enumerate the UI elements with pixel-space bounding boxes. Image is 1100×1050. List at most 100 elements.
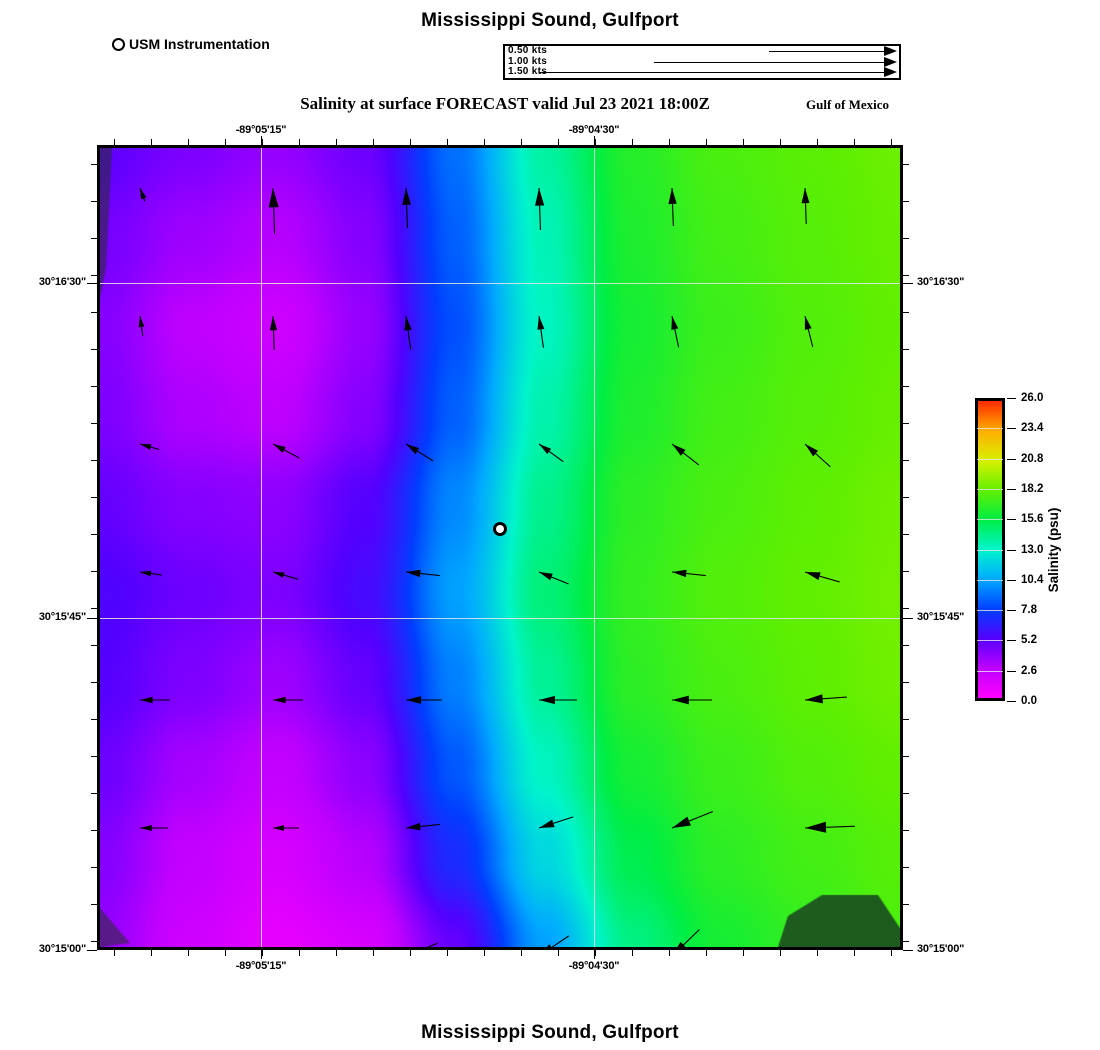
page-title-bottom: Mississippi Sound, Gulfport (421, 1022, 679, 1043)
vector-key-shaft-0 (769, 51, 884, 52)
axis-tick-bottom (891, 950, 892, 956)
vector-arrowhead-icon (805, 444, 819, 457)
axis-tick-bottom (299, 950, 300, 956)
axis-tick-left (91, 756, 97, 757)
current-vector (140, 824, 168, 832)
axis-label-top-0: -89°05'15" (235, 124, 287, 136)
axis-tick-left (91, 830, 97, 831)
current-vector-field (138, 187, 855, 947)
vector-arrowhead-icon (801, 188, 810, 204)
axis-tick-right (903, 682, 909, 683)
axis-tick-bottom (706, 950, 707, 956)
current-vector (402, 187, 411, 228)
vector-arrowhead-icon (273, 572, 285, 578)
axis-major-tick-top (261, 136, 262, 145)
axis-major-tick-right (903, 618, 913, 619)
axis-tick-top (484, 139, 485, 145)
axis-tick-left (91, 904, 97, 905)
axis-tick-right (903, 386, 909, 387)
current-vector (672, 695, 712, 705)
axis-label-right-2: 30°15'00" (917, 943, 965, 955)
axis-tick-right (903, 238, 909, 239)
vector-arrowhead-icon (406, 569, 421, 578)
axis-tick-bottom (447, 950, 448, 956)
current-vector (671, 811, 714, 829)
vector-arrowhead-icon (402, 188, 411, 205)
current-vector (804, 821, 855, 833)
axis-tick-left (91, 349, 97, 350)
vector-arrowhead-icon (273, 444, 286, 453)
colorbar-label-7: 7.8 (1021, 604, 1037, 617)
colorbar-inner-tick-5 (977, 549, 1003, 551)
salinity-map[interactable] (97, 145, 903, 950)
current-vector (538, 571, 569, 585)
current-vector (538, 443, 564, 463)
colorbar-label-9: 2.6 (1021, 664, 1037, 677)
axis-major-tick-top (594, 136, 595, 145)
axis-tick-right (903, 423, 909, 424)
axis-tick-left (91, 460, 97, 461)
axis-tick-right (903, 941, 909, 942)
current-vector (139, 187, 147, 202)
usm-instrumentation-legend: USM Instrumentation (112, 37, 270, 51)
axis-tick-right (903, 201, 909, 202)
vector-arrowhead-icon (539, 444, 552, 455)
salinity-field-canvas (100, 148, 900, 947)
vector-key-row: 0.50 kts (505, 45, 899, 57)
vector-arrowhead-icon (140, 824, 152, 832)
colorbar-tick-2 (1007, 458, 1016, 460)
axis-label-bottom-1: -89°04'30" (568, 960, 620, 972)
axis-tick-bottom (595, 950, 596, 956)
axis-tick-bottom (225, 950, 226, 956)
colorbar-tick-9 (1007, 670, 1016, 672)
axis-tick-top (521, 139, 522, 145)
axis-tick-bottom (632, 950, 633, 956)
colorbar-label-4: 15.6 (1021, 513, 1044, 526)
colorbar-label-6: 10.4 (1021, 573, 1044, 586)
axis-tick-left (91, 386, 97, 387)
axis-tick-bottom (521, 950, 522, 956)
colorbar-inner-tick-3 (977, 488, 1003, 490)
colorbar-label-2: 20.8 (1021, 452, 1044, 465)
colorbar-label-5: 13.0 (1021, 543, 1044, 556)
axis-tick-top (151, 139, 152, 145)
axis-label-left-1: 30°15'45" (38, 611, 86, 623)
axis-tick-left (91, 534, 97, 535)
colorbar-label-10: 0.0 (1021, 695, 1037, 707)
colorbar-label-8: 5.2 (1021, 634, 1037, 647)
axis-tick-top (373, 139, 374, 145)
axis-tick-right (903, 460, 909, 461)
vector-arrowhead-icon (672, 695, 689, 705)
axis-tick-left (91, 312, 97, 313)
axis-tick-left (91, 201, 97, 202)
axis-tick-top (558, 139, 559, 145)
axis-tick-right (903, 719, 909, 720)
vector-arrowhead-icon (672, 816, 691, 828)
vector-arrowhead-icon (140, 570, 152, 577)
current-vector-scale-key: 0.50 kts 1.00 kts 1.50 kts (503, 44, 901, 80)
current-vector (404, 315, 412, 350)
vector-arrowhead-icon (539, 695, 555, 705)
axis-tick-left (91, 275, 97, 276)
vector-key-label-2: 1.50 kts (508, 66, 548, 78)
gridline-vertical-1 (594, 148, 595, 947)
axis-tick-top (188, 139, 189, 145)
axis-tick-bottom (114, 950, 115, 956)
colorbar-inner-tick-6 (977, 579, 1003, 581)
vector-arrowhead-icon (546, 944, 552, 947)
axis-tick-right (903, 164, 909, 165)
colorbar-tick-8 (1007, 640, 1016, 642)
gridline-horizontal-1 (100, 618, 900, 619)
axis-label-bottom-0: -89°05'15" (235, 960, 287, 972)
vector-key-arrowhead-icon-1 (884, 56, 897, 67)
current-vector (671, 569, 706, 578)
axis-major-tick-right (903, 950, 913, 951)
axis-tick-right (903, 904, 909, 905)
axis-tick-right (903, 645, 909, 646)
usm-station-marker[interactable] (493, 522, 507, 536)
axis-tick-left (91, 867, 97, 868)
vector-arrowhead-icon (805, 694, 823, 704)
axis-tick-bottom (262, 950, 263, 956)
colorbar-tick-4 (1007, 519, 1016, 521)
axis-major-tick-bottom (261, 950, 262, 959)
